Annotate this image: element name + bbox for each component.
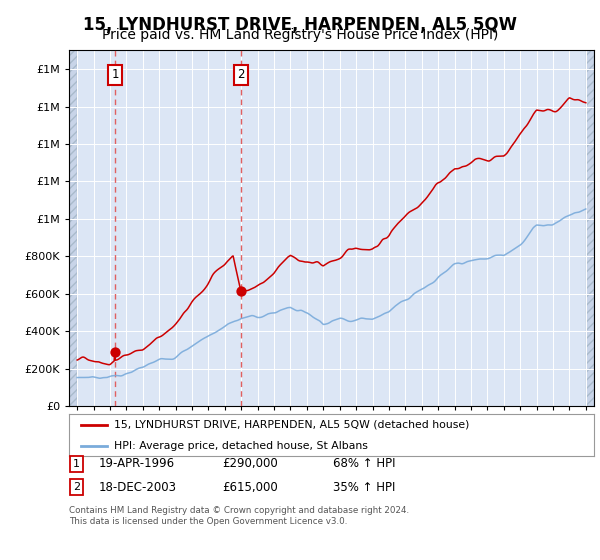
Text: Price paid vs. HM Land Registry's House Price Index (HPI): Price paid vs. HM Land Registry's House … <box>102 28 498 42</box>
Text: 1: 1 <box>111 68 119 81</box>
Point <box>110 347 120 356</box>
Text: 2: 2 <box>237 68 244 81</box>
Text: Contains HM Land Registry data © Crown copyright and database right 2024.: Contains HM Land Registry data © Crown c… <box>69 506 409 515</box>
Text: £290,000: £290,000 <box>222 457 278 470</box>
Text: HPI: Average price, detached house, St Albans: HPI: Average price, detached house, St A… <box>113 441 367 451</box>
Text: 35% ↑ HPI: 35% ↑ HPI <box>333 480 395 494</box>
Text: This data is licensed under the Open Government Licence v3.0.: This data is licensed under the Open Gov… <box>69 517 347 526</box>
Text: 18-DEC-2003: 18-DEC-2003 <box>99 480 177 494</box>
Text: 15, LYNDHURST DRIVE, HARPENDEN, AL5 5QW: 15, LYNDHURST DRIVE, HARPENDEN, AL5 5QW <box>83 16 517 34</box>
Text: £615,000: £615,000 <box>222 480 278 494</box>
Text: 68% ↑ HPI: 68% ↑ HPI <box>333 457 395 470</box>
Point <box>236 286 245 295</box>
Bar <box>69 50 77 406</box>
Text: 19-APR-1996: 19-APR-1996 <box>99 457 175 470</box>
Text: 2: 2 <box>73 482 80 492</box>
Bar <box>586 50 594 406</box>
Text: 1: 1 <box>73 459 80 469</box>
Text: 15, LYNDHURST DRIVE, HARPENDEN, AL5 5QW (detached house): 15, LYNDHURST DRIVE, HARPENDEN, AL5 5QW … <box>113 420 469 430</box>
